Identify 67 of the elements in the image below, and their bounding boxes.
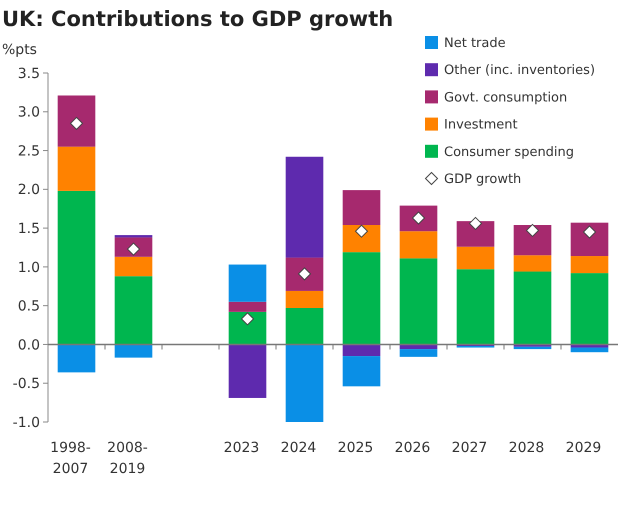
bar (342, 190, 380, 226)
bar (114, 276, 152, 344)
bar (456, 221, 494, 247)
bar (114, 256, 152, 276)
y-tick-label: 0.5 (18, 298, 40, 315)
legend-label: Consumer spending (444, 144, 574, 160)
legend-label: Other (inc. inventories) (444, 63, 596, 78)
x-tick-label: 1998-2007 (50, 440, 91, 477)
x-tick-label: 2023 (224, 440, 260, 456)
bar (58, 95, 96, 147)
bar (286, 308, 324, 344)
y-tick-label: 3.5 (18, 66, 40, 82)
bar (570, 273, 608, 344)
bar (228, 344, 266, 398)
bar (58, 146, 96, 191)
x-tick-label: 2008-2019 (107, 440, 148, 477)
point (355, 224, 368, 238)
bar (342, 356, 380, 386)
bar (228, 264, 266, 302)
x-tick-label: 2025 (338, 440, 374, 456)
y-axis-title: %pts (2, 42, 37, 58)
legend-label: GDP growth (444, 172, 522, 187)
y-tick-label: 1.5 (18, 221, 40, 238)
point (583, 225, 596, 238)
bar (286, 258, 324, 291)
bar (570, 222, 608, 256)
y-tick-label: 2.0 (18, 182, 40, 198)
bar (514, 272, 552, 344)
bar (456, 246, 494, 270)
x-tick-label: 2027 (452, 440, 488, 456)
bar (58, 344, 96, 372)
bar (228, 302, 266, 312)
legend-label: Net trade (444, 36, 506, 51)
x-tick-label: 2024 (280, 440, 316, 456)
bar (400, 258, 438, 344)
y-tick-label: 1.0 (18, 260, 40, 276)
bar (286, 156, 324, 258)
bar (342, 344, 380, 356)
bar (456, 269, 494, 344)
bar (400, 231, 438, 258)
x-tick-label: 2029 (566, 440, 602, 456)
bar (58, 190, 96, 344)
bar (228, 312, 266, 344)
bar (514, 255, 552, 272)
x-tick-label: 2028 (508, 440, 544, 456)
x-tick-label: 2026 (394, 440, 430, 456)
point (241, 312, 254, 326)
point (469, 216, 482, 230)
bar (400, 349, 438, 357)
point (526, 224, 539, 237)
y-tick-label: -0.5 (12, 376, 40, 392)
bar (342, 252, 380, 344)
bar (286, 344, 324, 422)
y-tick-label: 2.5 (18, 143, 40, 160)
bar (286, 290, 324, 308)
y-tick-label: 3.0 (18, 104, 40, 121)
bar (514, 225, 552, 256)
y-tick-label: 0.0 (18, 337, 40, 354)
bar (400, 206, 438, 232)
chart-title: UK: Contributions to GDP growth (2, 7, 394, 31)
bar (114, 344, 152, 358)
legend-label: Govt. consumption (444, 90, 568, 106)
y-tick-label: -1.0 (12, 414, 40, 431)
legend-label: Investment (444, 118, 518, 133)
bar (342, 225, 380, 252)
bar (570, 256, 608, 274)
bar (570, 348, 608, 352)
